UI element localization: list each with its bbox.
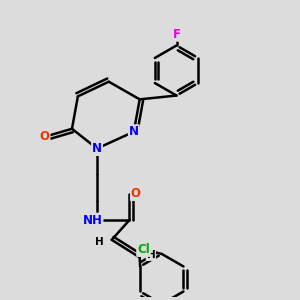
Text: O: O: [40, 130, 50, 143]
Text: Cl: Cl: [137, 243, 150, 256]
Text: F: F: [172, 28, 181, 41]
Text: N: N: [129, 125, 139, 138]
Text: O: O: [131, 187, 141, 200]
Text: H: H: [146, 250, 155, 260]
Text: H: H: [95, 237, 104, 247]
Text: N: N: [92, 142, 102, 155]
Text: NH: NH: [82, 214, 103, 226]
